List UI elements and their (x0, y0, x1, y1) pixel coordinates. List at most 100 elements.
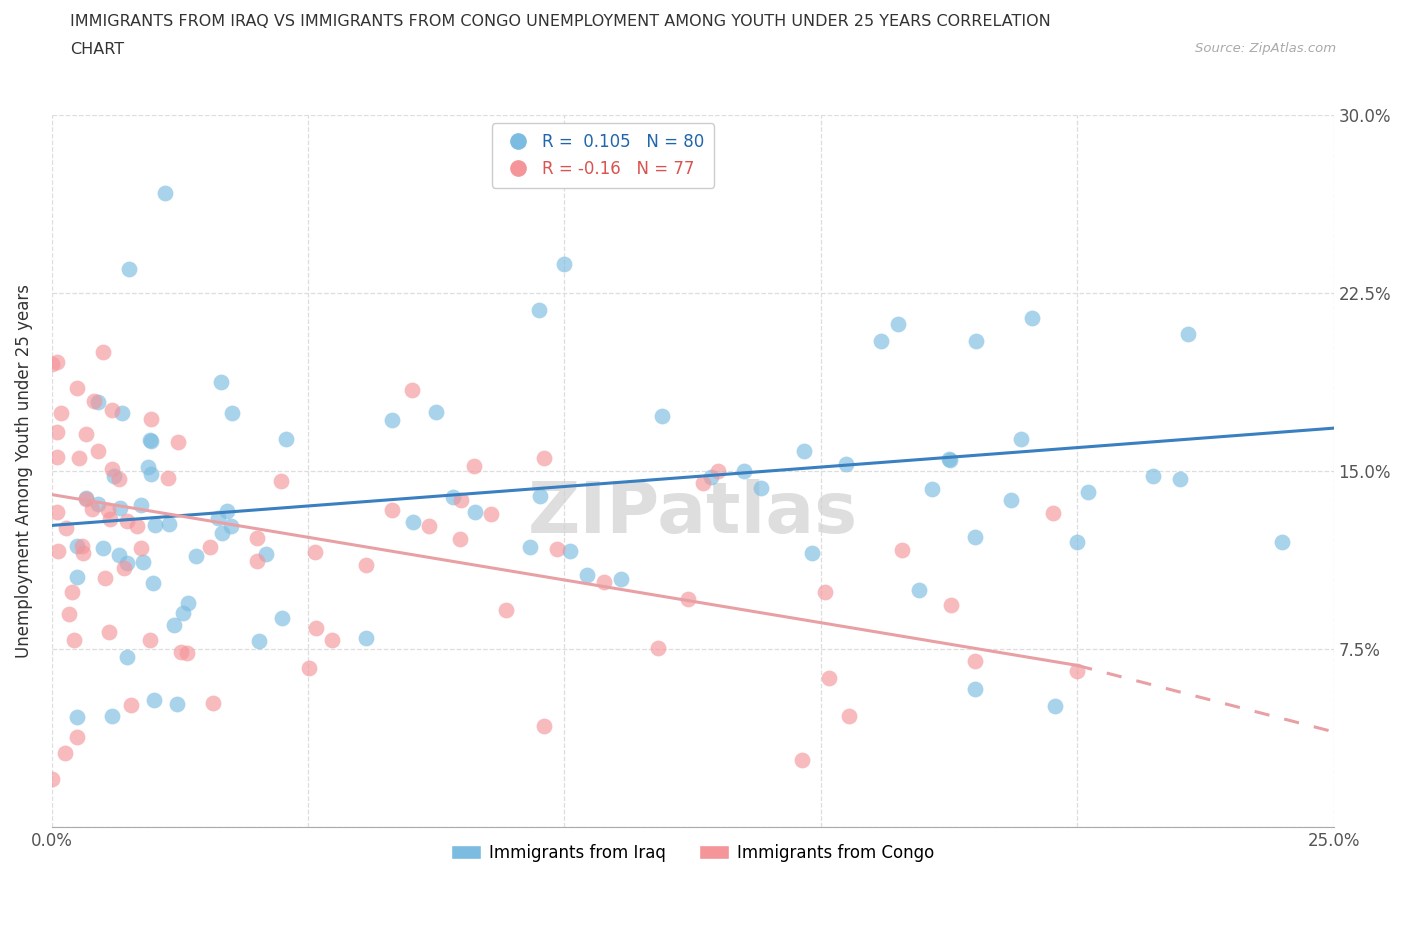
Point (66, 380, 89, 395)
Point (700, 470, 723, 485)
Point (381, 503, 404, 518)
Point (793, 444, 815, 458)
Point (46, 543, 69, 558)
Point (1010, 432, 1032, 446)
Point (527, 302, 550, 317)
Point (402, 514, 425, 529)
Point (201, 696, 224, 711)
Point (838, 708, 860, 723)
Point (101, 709, 124, 724)
Point (247, 633, 270, 648)
Point (1271, 535, 1294, 550)
Point (938, 453, 960, 468)
Point (132, 555, 155, 570)
Point (219, 518, 242, 533)
Point (157, 471, 180, 485)
Point (153, 186, 176, 201)
Point (529, 489, 551, 504)
Point (1077, 485, 1099, 499)
Point (177, 596, 200, 611)
Point (120, 698, 142, 712)
Point (963, 682, 986, 697)
Point (558, 544, 581, 559)
Point (138, 632, 160, 647)
Point (814, 585, 837, 600)
Point (209, 375, 232, 390)
Point (170, 644, 193, 659)
Point (246, 553, 269, 568)
Point (53, 746, 76, 761)
Point (200, 539, 222, 554)
Point (963, 653, 986, 668)
Point (166, 697, 188, 711)
Point (125, 518, 148, 533)
Point (66, 729, 89, 744)
Point (425, 405, 447, 419)
Point (211, 525, 233, 540)
Point (733, 463, 755, 478)
Point (98, 512, 121, 526)
Point (678, 591, 700, 606)
Point (907, 582, 929, 597)
Point (965, 334, 987, 349)
Point (380, 412, 402, 427)
Point (115, 513, 138, 528)
Point (305, 621, 328, 636)
Point (298, 661, 321, 676)
Point (939, 597, 962, 612)
Point (142, 576, 165, 591)
Point (83, 393, 105, 408)
Point (136, 459, 159, 474)
Text: ZIPatlas: ZIPatlas (527, 479, 858, 548)
Point (80, 501, 103, 516)
Point (60, 584, 83, 599)
Point (45, 425, 67, 440)
Point (479, 507, 502, 522)
Point (418, 519, 440, 534)
Point (94, 570, 117, 585)
Point (792, 752, 814, 767)
Point (576, 567, 599, 582)
Point (1000, 493, 1022, 508)
Point (817, 671, 839, 685)
Point (167, 435, 190, 450)
Point (118, 261, 141, 276)
Point (304, 544, 326, 559)
Point (651, 408, 673, 423)
Point (274, 432, 297, 446)
Point (519, 539, 541, 554)
Point (142, 692, 165, 707)
Point (1066, 664, 1088, 679)
Point (254, 547, 277, 562)
Point (801, 546, 824, 561)
Point (449, 531, 471, 546)
Point (207, 511, 229, 525)
Point (890, 542, 912, 557)
Point (217, 503, 239, 518)
Point (1177, 326, 1199, 341)
Text: IMMIGRANTS FROM IRAQ VS IMMIGRANTS FROM CONGO UNEMPLOYMENT AMONG YOUTH UNDER 25 : IMMIGRANTS FROM IRAQ VS IMMIGRANTS FROM … (70, 14, 1052, 29)
Point (176, 645, 198, 660)
Point (835, 457, 858, 472)
Point (707, 463, 730, 478)
Point (533, 718, 555, 733)
Point (70, 538, 93, 553)
Point (115, 555, 138, 570)
Point (443, 489, 465, 504)
Point (963, 530, 986, 545)
Point (647, 641, 669, 656)
Point (141, 433, 163, 448)
Point (108, 548, 131, 563)
Point (58, 606, 80, 621)
Point (98, 625, 121, 640)
Point (143, 518, 166, 533)
Point (1168, 472, 1191, 486)
Point (41, 357, 63, 372)
Point (75, 427, 97, 442)
Point (55, 521, 77, 536)
Point (593, 575, 616, 590)
Point (1045, 698, 1067, 713)
Point (41, 772, 63, 787)
Point (246, 531, 269, 546)
Point (553, 257, 575, 272)
